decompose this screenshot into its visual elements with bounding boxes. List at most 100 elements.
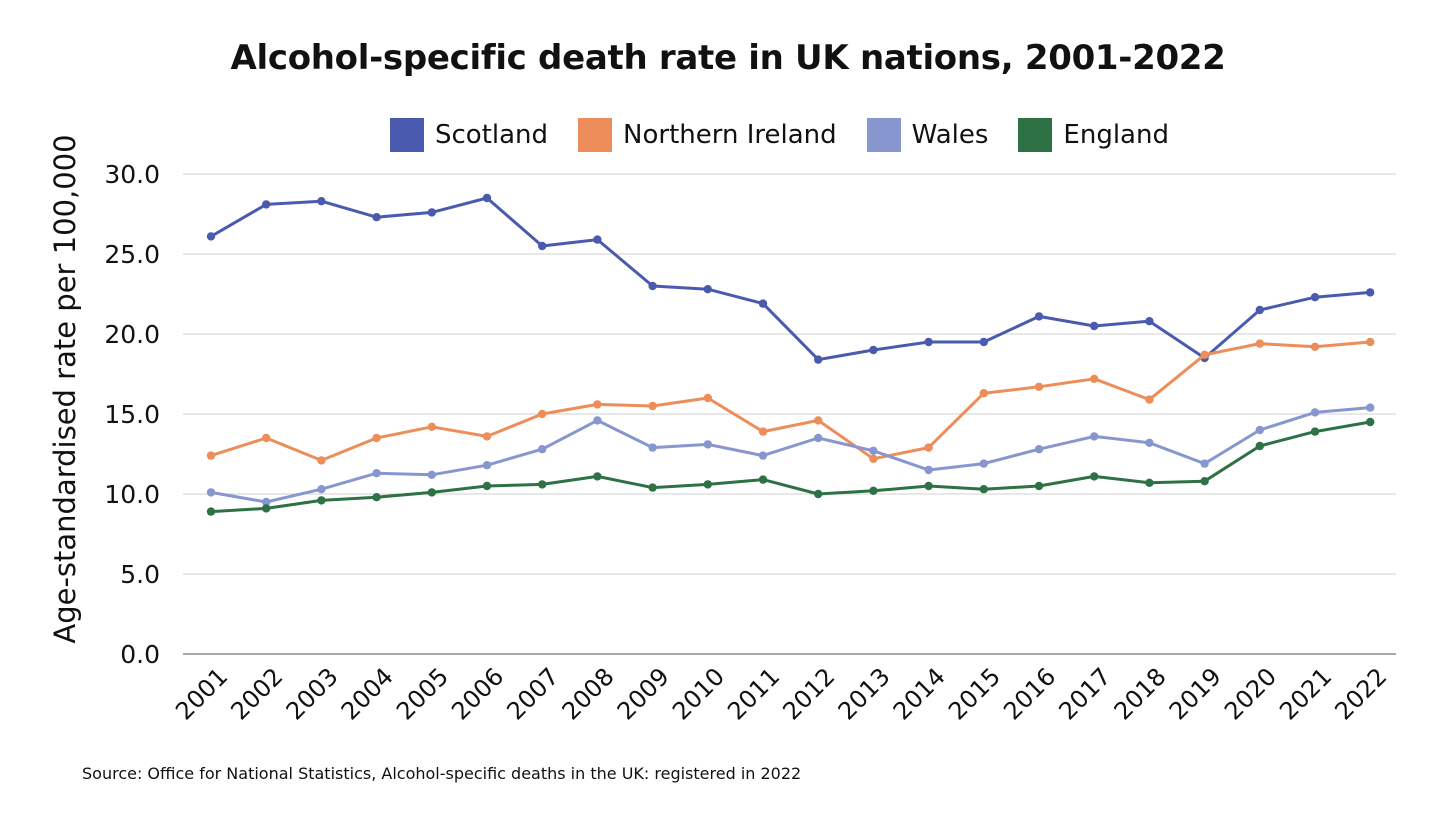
x-tick-label: 2011 — [722, 662, 785, 725]
data-point-wales — [538, 445, 547, 454]
x-tick-label: 2021 — [1274, 662, 1337, 725]
data-point-scotland — [814, 355, 823, 364]
data-point-wales — [1310, 408, 1320, 417]
data-point-scotland — [1145, 317, 1154, 326]
data-point-england — [1200, 477, 1209, 486]
x-tick-label: 2018 — [1109, 662, 1172, 725]
data-point-northern-ireland — [648, 401, 657, 411]
data-point-northern-ireland — [482, 432, 492, 441]
legend-swatch-scotland — [390, 118, 424, 152]
series-lines — [206, 193, 1375, 516]
legend-swatch-wales — [866, 118, 901, 152]
y-tick-label: 20.0 — [104, 320, 160, 349]
data-point-scotland — [206, 232, 216, 241]
data-point-scotland — [758, 299, 768, 308]
data-point-england — [372, 493, 381, 502]
data-point-england — [482, 481, 492, 491]
data-point-england — [648, 483, 657, 492]
x-tick-label: 2016 — [998, 662, 1061, 725]
data-point-northern-ireland — [1145, 395, 1154, 404]
x-tick-label: 2007 — [501, 662, 564, 725]
data-point-england — [1145, 478, 1154, 487]
y-tick-label: 30.0 — [104, 160, 160, 189]
data-point-wales — [1145, 438, 1154, 447]
legend-swatch-england — [1018, 118, 1053, 152]
data-point-scotland — [593, 235, 602, 244]
data-point-england — [869, 486, 878, 495]
data-point-scotland — [648, 281, 657, 291]
data-point-scotland — [482, 193, 492, 203]
data-point-wales — [924, 465, 933, 475]
data-point-northern-ireland — [758, 427, 768, 436]
y-tick-label: 5.0 — [120, 560, 160, 589]
legend-swatch-northern-ireland — [578, 118, 613, 152]
series-england — [206, 417, 1375, 516]
data-point-england — [262, 504, 271, 513]
y-tick-label: 25.0 — [104, 240, 160, 269]
data-point-england — [206, 507, 216, 516]
data-point-wales — [206, 488, 216, 497]
data-point-wales — [317, 485, 326, 494]
data-point-england — [427, 488, 436, 497]
y-tick-label: 0.0 — [120, 640, 160, 669]
data-point-northern-ireland — [427, 422, 436, 431]
data-point-northern-ireland — [1255, 339, 1265, 348]
data-point-england — [703, 480, 712, 489]
data-point-wales — [814, 433, 823, 443]
data-point-northern-ireland — [317, 456, 326, 465]
x-tick-label: 2015 — [943, 662, 1006, 725]
x-tick-label: 2006 — [446, 662, 509, 725]
series-line-northern-ireland — [210, 340, 1371, 462]
data-point-england — [814, 489, 823, 499]
legend-item-wales: Wales — [866, 118, 988, 152]
data-point-northern-ireland — [372, 433, 381, 443]
data-point-northern-ireland — [593, 400, 602, 409]
x-tick-label: 2002 — [225, 662, 288, 725]
data-point-wales — [979, 459, 988, 468]
data-point-scotland — [1090, 321, 1099, 331]
x-tick-label: 2017 — [1053, 662, 1116, 725]
data-point-scotland — [1366, 288, 1375, 297]
chart-title: Alcohol-specific death rate in UK nation… — [230, 38, 1226, 78]
data-point-wales — [648, 443, 657, 452]
data-point-scotland — [869, 345, 878, 355]
data-point-england — [1090, 472, 1099, 481]
x-axis-ticks: 2001200220032004200520062007200820092010… — [170, 662, 1392, 725]
data-point-scotland — [317, 197, 326, 206]
data-point-scotland — [427, 208, 436, 217]
data-point-england — [317, 496, 326, 505]
legend-label-scotland: Scotland — [435, 120, 549, 150]
data-point-scotland — [1255, 305, 1265, 315]
legend-item-england: England — [1018, 118, 1169, 152]
y-axis-ticks: 0.0 5.0 10.0 15.0 20.0 25.0 30.0 — [104, 160, 160, 669]
data-point-wales — [1366, 403, 1375, 412]
x-tick-label: 2004 — [336, 662, 399, 725]
data-point-northern-ireland — [262, 433, 271, 443]
legend: Scotland Northern Ireland Wales England — [390, 118, 1199, 152]
data-point-wales — [372, 469, 381, 478]
series-wales — [206, 403, 1375, 507]
data-point-wales — [482, 461, 492, 470]
legend-label-england: England — [1063, 120, 1169, 150]
data-point-northern-ireland — [703, 393, 712, 403]
series-line-england — [210, 420, 1371, 514]
data-point-scotland — [372, 213, 381, 222]
data-point-northern-ireland — [979, 389, 988, 398]
data-point-wales — [703, 440, 712, 449]
source-note: Source: Office for National Statistics, … — [82, 764, 802, 783]
data-point-england — [758, 475, 768, 484]
x-tick-label: 2014 — [888, 662, 951, 725]
series-line-scotland — [210, 196, 1371, 362]
data-point-northern-ireland — [206, 451, 216, 460]
data-point-northern-ireland — [1366, 337, 1375, 347]
x-tick-label: 2013 — [833, 662, 896, 725]
data-point-northern-ireland — [1034, 382, 1044, 391]
x-tick-label: 2019 — [1164, 662, 1227, 725]
data-point-northern-ireland — [1200, 350, 1209, 359]
data-point-northern-ireland — [1310, 342, 1320, 351]
data-point-scotland — [924, 337, 933, 347]
legend-item-scotland: Scotland — [390, 118, 548, 152]
data-point-northern-ireland — [814, 416, 823, 425]
data-point-wales — [758, 451, 768, 460]
